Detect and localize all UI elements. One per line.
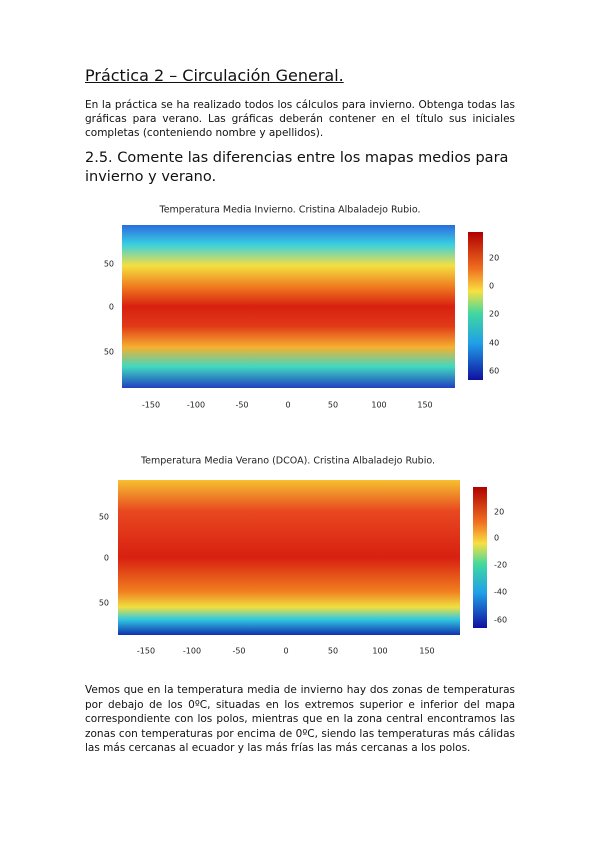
x-tick-label: 150 (419, 647, 434, 656)
x-tick-label: -100 (187, 401, 205, 410)
x-tick-label: 50 (328, 401, 338, 410)
page-title: Práctica 2 – Circulación General. (85, 66, 344, 85)
colorbar-label: -60 (494, 616, 507, 625)
y-tick-label: 50 (104, 348, 114, 357)
y-tick-label: 50 (99, 599, 109, 608)
colorbar-label: 60 (489, 367, 499, 376)
colorbar-label: 20 (489, 254, 499, 263)
x-tick-label: -50 (232, 647, 245, 656)
x-tick-label: 0 (285, 401, 290, 410)
x-tick-label: -150 (142, 401, 160, 410)
section-title: 2.5. Comente las diferencias entre los m… (85, 150, 509, 185)
y-tick-label: 50 (99, 513, 109, 522)
paragraph: En la práctica se ha realizado todos los… (85, 99, 515, 139)
figures: Temperatura Media Invierno. Cristina Alb… (99, 205, 507, 656)
map (118, 480, 460, 635)
colorbar (468, 232, 483, 380)
paragraph: Vemos que en la temperatura media de inv… (85, 684, 515, 754)
colorbar-label: 40 (489, 339, 499, 348)
colorbar-label: 20 (494, 508, 504, 517)
colorbar-label: 0 (494, 534, 499, 543)
x-tick-label: 100 (371, 401, 386, 410)
x-tick-label: -150 (137, 647, 155, 656)
y-tick-label: 50 (104, 260, 114, 269)
y-tick-label: 0 (104, 554, 109, 563)
x-tick-label: 150 (417, 401, 432, 410)
x-tick-label: 50 (328, 647, 338, 656)
x-tick-label: 100 (372, 647, 387, 656)
colorbar-label: -20 (494, 561, 507, 570)
y-tick-label: 0 (109, 303, 114, 312)
colorbar-label: 0 (489, 282, 494, 291)
x-tick-label: -100 (183, 647, 201, 656)
colorbar-label: -40 (494, 588, 507, 597)
figure-title: Temperatura Media Verano (DCOA). Cristin… (140, 456, 435, 467)
map (122, 225, 455, 388)
colorbar-label: 20 (489, 310, 499, 319)
x-tick-label: -50 (235, 401, 248, 410)
x-tick-label: 0 (283, 647, 288, 656)
colorbar (473, 487, 487, 628)
figure-title: Temperatura Media Invierno. Cristina Alb… (159, 205, 421, 216)
